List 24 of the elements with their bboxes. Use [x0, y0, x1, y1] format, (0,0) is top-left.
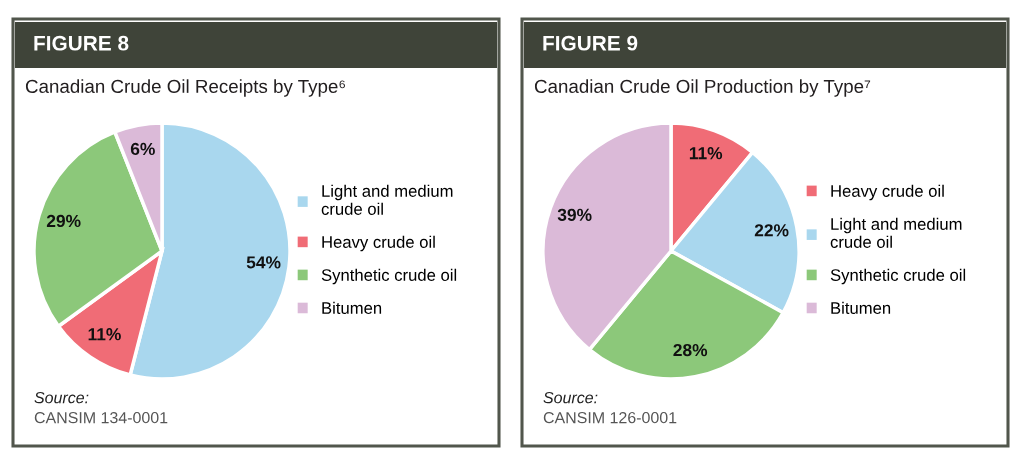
- chart-title: FIGURE 8: [34, 35, 129, 51]
- legend-label: Light and medium crude oil: [830, 217, 962, 248]
- source-note: Source:: [34, 391, 89, 404]
- chart-title: FIGURE 9: [543, 35, 638, 51]
- legend-label: Bitumen: [322, 301, 382, 314]
- text: CANSIM 126-0001: [543, 411, 677, 424]
- data-label: 6%: [130, 142, 155, 156]
- data-label: 11%: [88, 328, 121, 341]
- legend-label: Heavy crude oil: [831, 184, 944, 201]
- chart-subtitle: Canadian Crude Oil Receipts by Type⁶: [25, 79, 345, 97]
- data-label: 22%: [754, 224, 789, 237]
- legend-label: Synthetic crude oil: [830, 268, 966, 285]
- data-label: 39%: [557, 208, 592, 221]
- legend-label: Light and medium crude oil: [321, 184, 453, 215]
- chart-subtitle: Canadian Crude Oil Production by Type⁷: [534, 79, 871, 97]
- data-label: 11%: [689, 147, 723, 160]
- data-label: 29%: [46, 214, 81, 228]
- source-note: Source:: [543, 391, 598, 404]
- legend-label: Heavy crude oil: [322, 235, 435, 252]
- legend-label: Synthetic crude oil: [321, 268, 457, 285]
- data-label: 28%: [673, 343, 708, 357]
- legend-label: Bitumen: [831, 301, 891, 314]
- text: CANSIM 134-0001: [34, 411, 168, 424]
- data-label: 54%: [246, 256, 281, 269]
